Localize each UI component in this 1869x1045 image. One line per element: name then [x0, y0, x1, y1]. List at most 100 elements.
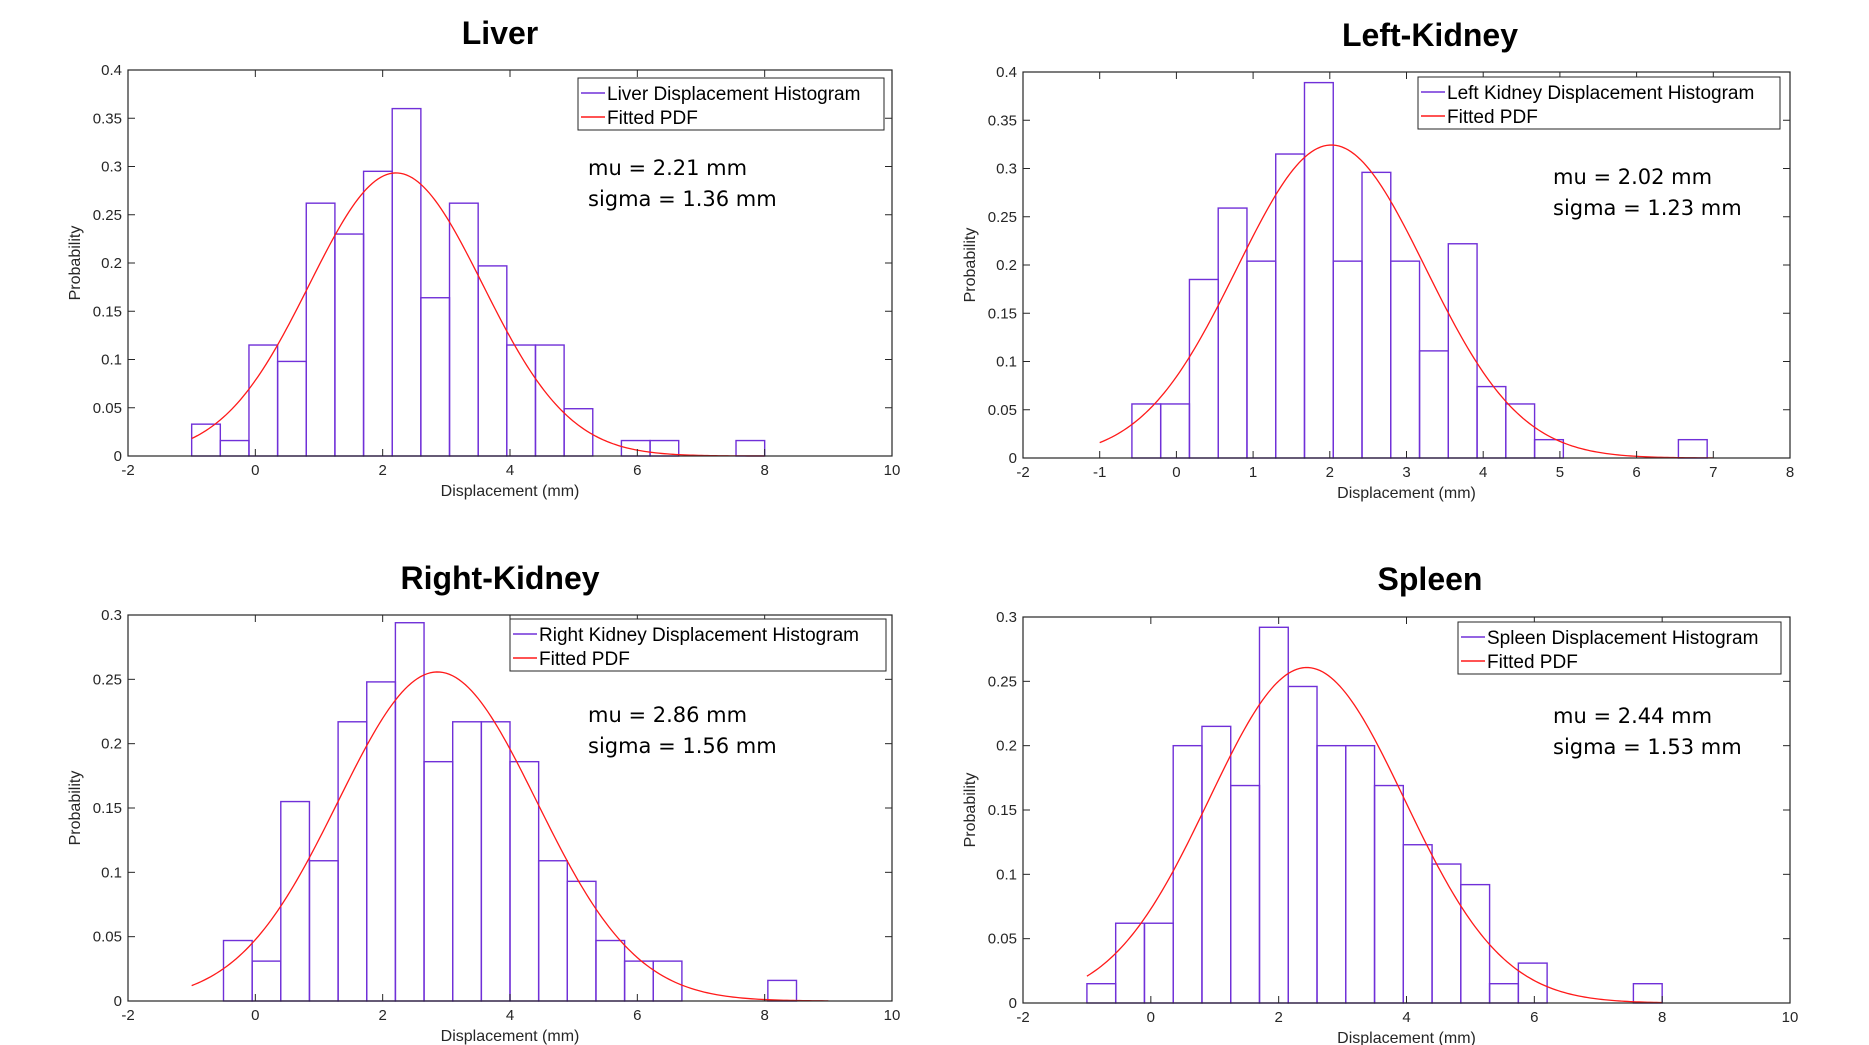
- legend-box: [1457, 621, 1782, 675]
- x-tick-label: 2: [1274, 1009, 1282, 1026]
- histogram-bar: [1114, 922, 1146, 1004]
- x-tick-label: 6: [633, 1007, 641, 1024]
- histogram-bar: [190, 423, 222, 457]
- y-tick-label: 0.15: [93, 303, 122, 320]
- histogram-bar: [1287, 685, 1318, 1004]
- y-tick-label: 0.1: [101, 864, 122, 881]
- histogram-bar: [362, 170, 393, 457]
- y-tick-label: 0.05: [93, 929, 122, 946]
- histogram-bar: [222, 939, 253, 1002]
- y-axis-label: Probability: [962, 228, 979, 303]
- x-axis-label: Displacement (mm): [441, 1028, 580, 1045]
- x-tick-label: 7: [1709, 464, 1717, 481]
- chart-right-kidney: -2 0 2 4 6 8 1000.050.10.150.20.250.3Displacem…: [67, 607, 900, 1045]
- y-axis-label: Probability: [67, 771, 84, 846]
- x-tick-label: 0: [1172, 464, 1180, 481]
- histogram-bar: [1418, 350, 1450, 459]
- histogram-bar: [1505, 403, 1536, 459]
- histogram-bar: [1159, 403, 1191, 459]
- histogram-bar: [595, 939, 626, 1002]
- legend-label-pdf: Fitted PDF: [1487, 652, 1578, 673]
- histogram-bar: [334, 233, 365, 457]
- annotation-mu: mu = 2.86 mm: [588, 703, 748, 727]
- chart-left-kidney: -2 -1 0 1 2 3 4 5 6 7 8 0 0.05 0.1 0.15 0.2 0.25 0.3 0.35 0…: [962, 64, 1794, 502]
- x-tick-label: -2: [1016, 464, 1029, 481]
- y-tick-label: 0.2: [101, 255, 122, 272]
- histogram-bar: [1345, 744, 1376, 1004]
- histogram-bar: [1316, 744, 1347, 1004]
- y-tick-label: 0.25: [988, 673, 1017, 690]
- axes-box: [1022, 71, 1791, 459]
- x-tick-label: 8: [760, 462, 768, 479]
- y-tick-label: 0.3: [996, 609, 1017, 626]
- x-tick-label: 6: [633, 462, 641, 479]
- annotation-sigma: sigma = 1.23 mm: [1553, 196, 1742, 220]
- histogram-bar: [477, 265, 508, 457]
- x-axis-label: Displacement (mm): [1337, 1030, 1476, 1045]
- chart-title-right-kidney: Right-Kidney: [400, 560, 600, 596]
- histogram-bar: [248, 344, 279, 457]
- annotation-sigma: sigma = 1.56 mm: [588, 734, 777, 758]
- histogram-bar: [1488, 983, 1520, 1004]
- fitted-pdf-line: [191, 172, 765, 457]
- histogram-bar: [767, 979, 798, 1002]
- y-tick-label: 0.3: [101, 607, 122, 624]
- annotation-liver: mu = 2.21 mm sigma = 1.36 mm: [588, 153, 777, 215]
- legend-label-pdf: Fitted PDF: [607, 108, 698, 129]
- chart-spleen: -2 0 2 4 6 8 1000.050.10.150.20.250.3Displacem…: [962, 609, 1798, 1045]
- x-tick-label: 8: [760, 1007, 768, 1024]
- legend-box: [577, 77, 885, 131]
- chart-title-left-kidney: Left-Kidney: [1342, 17, 1518, 53]
- y-tick-label: 0: [1009, 450, 1017, 467]
- histogram-bar: [1533, 438, 1565, 459]
- fitted-pdf-line: [1099, 144, 1714, 459]
- chart-title-liver: Liver: [461, 15, 539, 51]
- annotation-spleen: mu = 2.44 mm sigma = 1.53 mm: [1553, 701, 1742, 763]
- y-tick-label: 0.3: [996, 161, 1017, 178]
- y-tick-label: 0.15: [988, 305, 1017, 322]
- x-tick-label: 4: [506, 1007, 514, 1024]
- annotation-sigma: sigma = 1.36 mm: [588, 187, 777, 211]
- histogram-bar: [1460, 883, 1491, 1004]
- legend-box: [509, 618, 887, 672]
- histogram-bar: [1390, 260, 1421, 459]
- legend-label-histogram: Spleen Displacement Histogram: [1487, 628, 1758, 649]
- y-tick-label: 0.05: [93, 400, 122, 417]
- legend-label-pdf: Fitted PDF: [1447, 107, 1538, 128]
- y-tick-label: 0.2: [996, 257, 1017, 274]
- y-tick-label: 0.35: [988, 112, 1017, 129]
- histogram-bar: [1402, 844, 1433, 1004]
- histogram-bar: [391, 107, 422, 457]
- y-tick-label: 0.2: [996, 738, 1017, 755]
- x-tick-label: 10: [884, 462, 901, 479]
- y-tick-label: 0.2: [101, 736, 122, 753]
- histogram-bar: [480, 721, 511, 1002]
- histogram-bar: [652, 960, 683, 1002]
- x-tick-label: 2: [378, 1007, 386, 1024]
- axes-box: [1022, 616, 1791, 1004]
- histogram-bar: [305, 202, 336, 457]
- histogram-bar: [1361, 171, 1392, 459]
- x-tick-label: 2: [378, 462, 386, 479]
- x-tick-label: 8: [1786, 464, 1794, 481]
- x-tick-label: 6: [1632, 464, 1640, 481]
- legend-box: [1417, 76, 1781, 130]
- histogram-bar: [1217, 207, 1248, 459]
- histogram-bar: [1143, 922, 1174, 1004]
- y-tick-label: 0.05: [988, 931, 1017, 948]
- x-tick-label: -2: [1016, 1009, 1029, 1026]
- histogram-bar: [735, 439, 766, 457]
- x-tick-label: -1: [1093, 464, 1106, 481]
- x-tick-label: 4: [1479, 464, 1487, 481]
- histogram-bar: [1230, 784, 1261, 1004]
- annotation-sigma: sigma = 1.53 mm: [1553, 735, 1742, 759]
- y-tick-label: 0.15: [988, 802, 1017, 819]
- histogram-bar: [1303, 81, 1334, 459]
- legend-label-histogram: Right Kidney Displacement Histogram: [539, 625, 859, 646]
- x-tick-label: 4: [1402, 1009, 1410, 1026]
- histogram-bar: [420, 297, 451, 457]
- histogram-bar: [1517, 962, 1548, 1004]
- x-tick-label: 0: [251, 462, 259, 479]
- histogram-bar: [1431, 863, 1462, 1004]
